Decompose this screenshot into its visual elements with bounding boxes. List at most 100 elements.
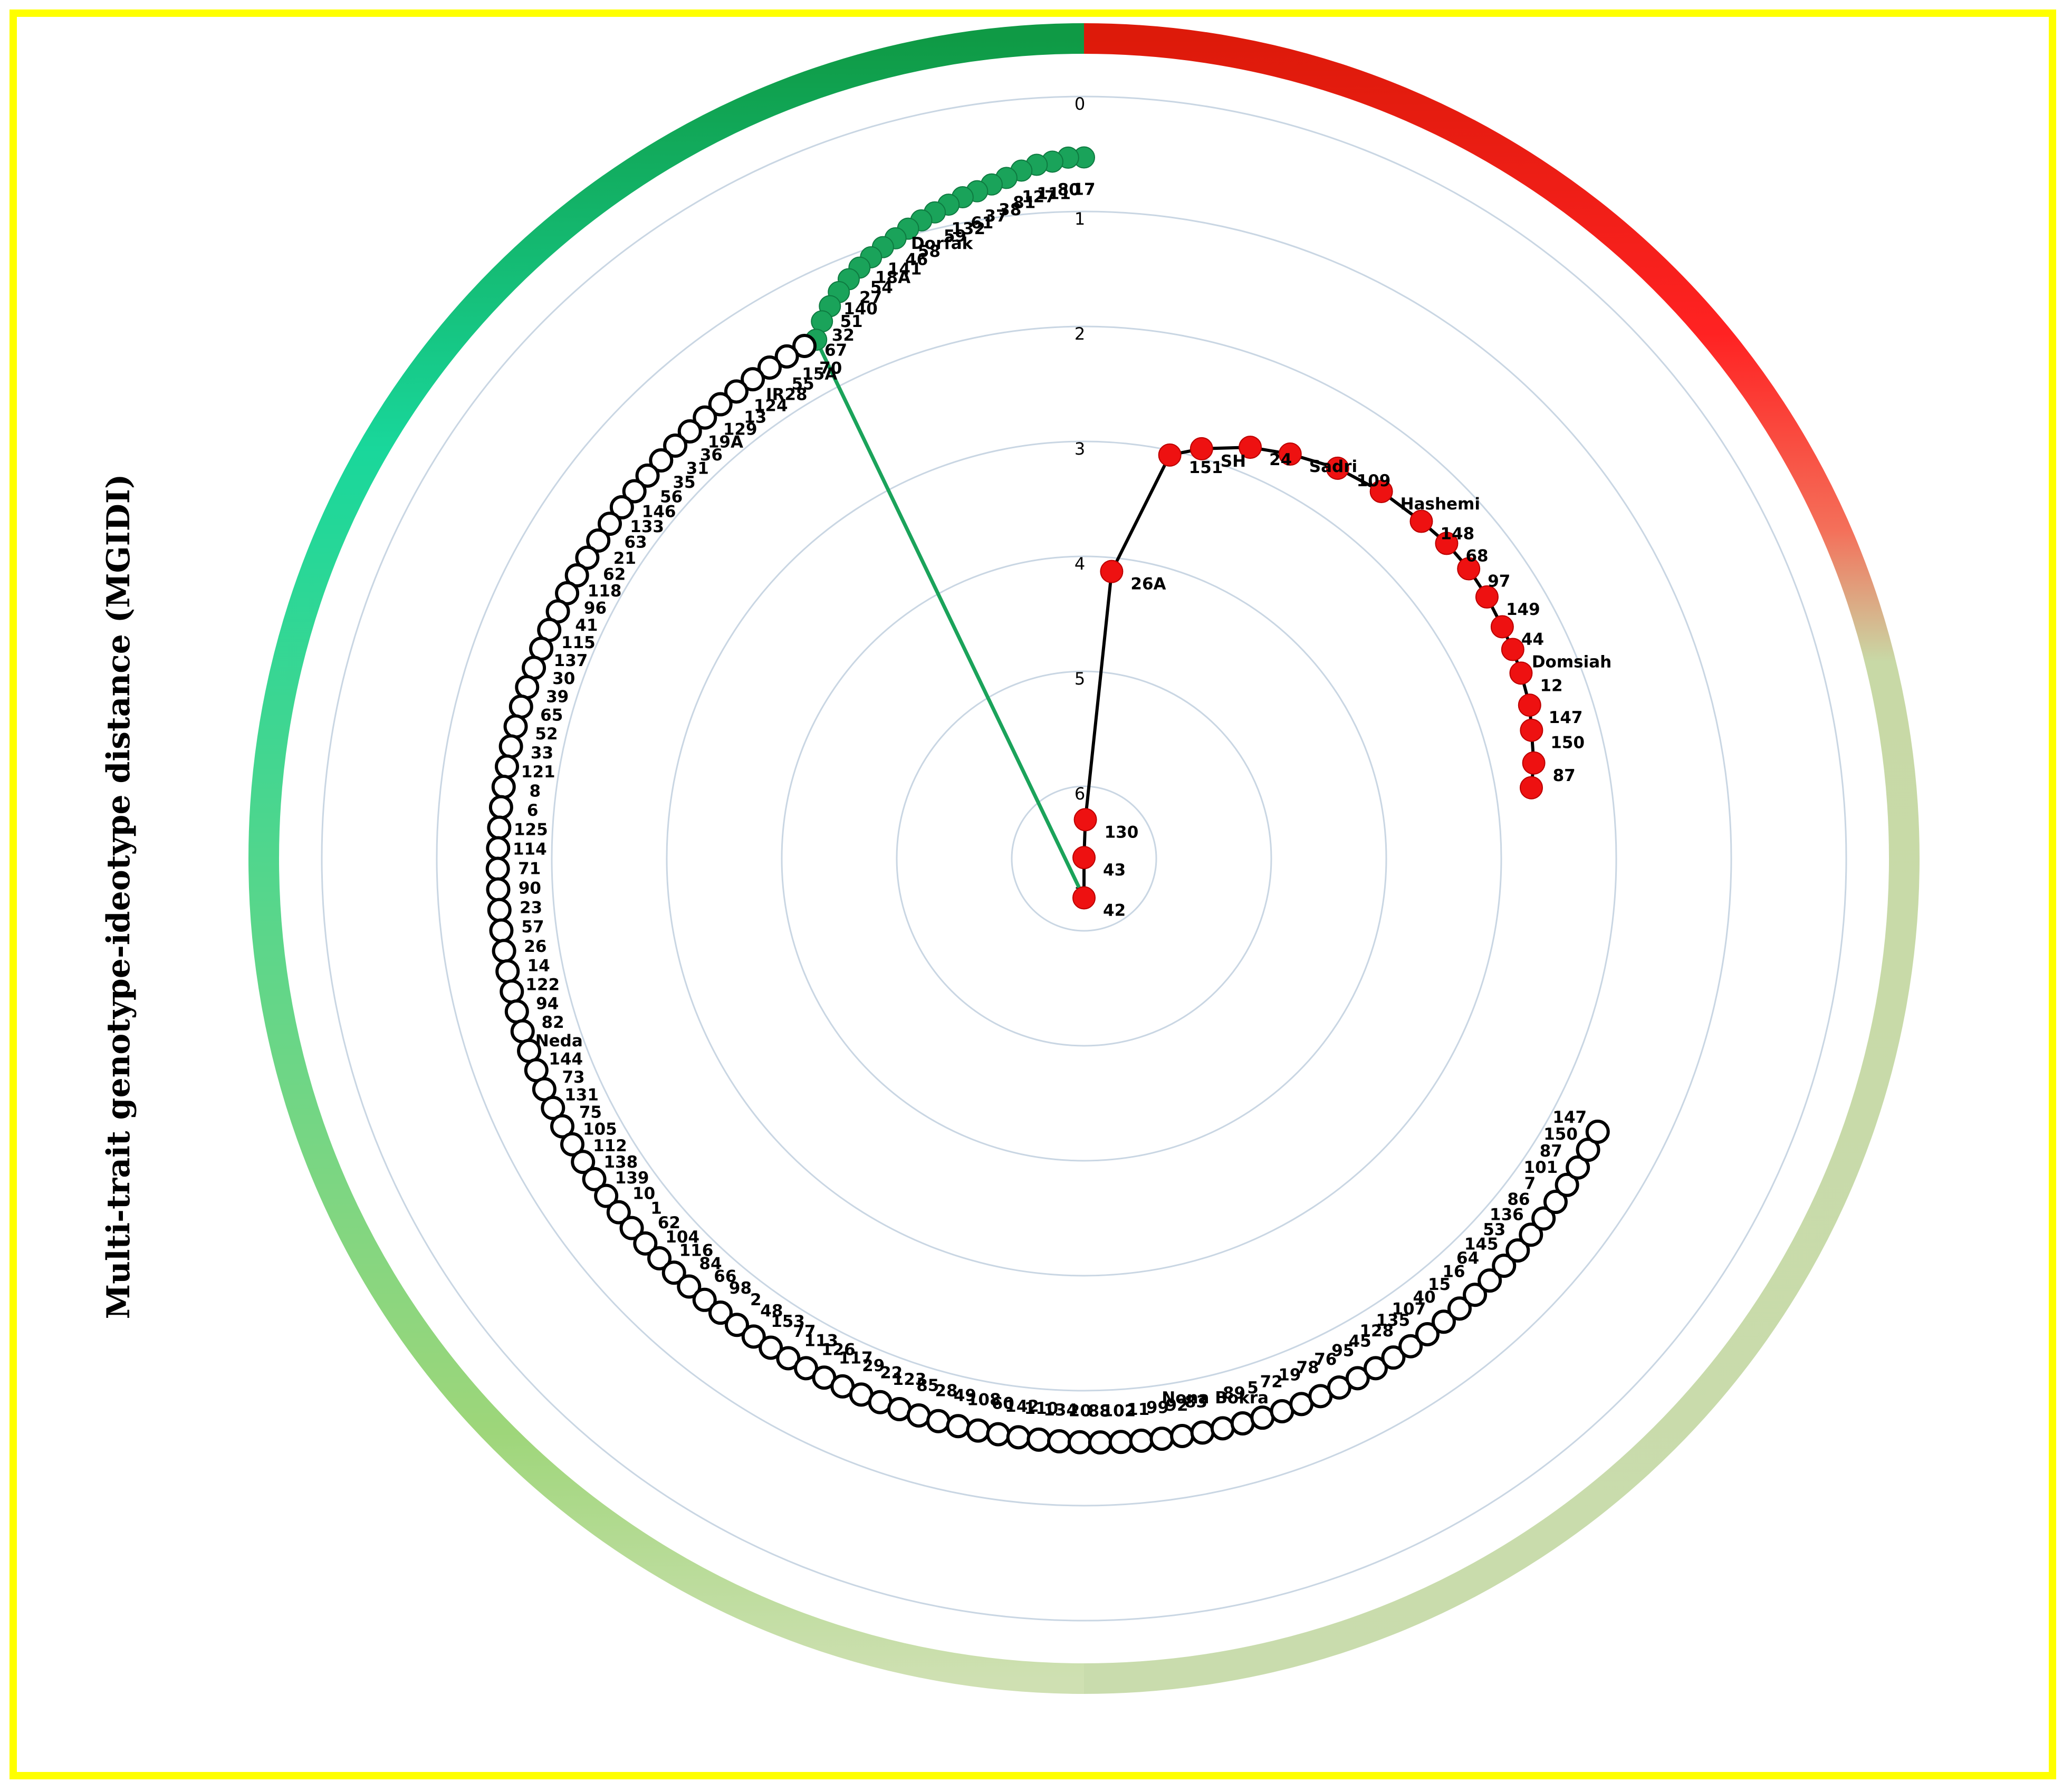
red-point: [1409, 509, 1433, 533]
genotype-label: 142: [1005, 1397, 1039, 1416]
genotype-point: [498, 734, 523, 759]
genotype-label: 101: [1524, 1158, 1558, 1177]
genotype-point: [633, 1231, 658, 1256]
genotype-point: [510, 1019, 535, 1044]
genotype-label: 82: [542, 1013, 564, 1032]
chart-frame: [9, 9, 2056, 1779]
genotype-label: 81: [1013, 193, 1035, 212]
genotype-label: 146: [642, 502, 676, 521]
genotype-point: [708, 1300, 733, 1325]
genotype-point: [1415, 1322, 1440, 1347]
genotype-label: 7: [1524, 1174, 1536, 1193]
genotype-label: 76: [1314, 1350, 1337, 1369]
genotype-label: 95: [1331, 1341, 1354, 1360]
genotype-label: 102: [1102, 1401, 1136, 1420]
genotype-labels: 17801111278138376113259Dorfak584614118A5…: [513, 180, 1611, 1421]
genotype-label: 135: [1376, 1311, 1410, 1330]
genotype-label: 2: [750, 1290, 762, 1309]
genotype-label: 71: [518, 859, 541, 878]
genotype-point: [647, 1246, 672, 1271]
genotype-point: [486, 877, 511, 902]
red-point: [1509, 661, 1533, 685]
genotype-point: [1345, 1366, 1370, 1391]
genotype-label: 134: [1043, 1401, 1078, 1420]
red-genotype-label: 148: [1440, 525, 1474, 544]
red-point: [1278, 442, 1302, 466]
genotype-label: 72: [1260, 1372, 1283, 1391]
genotype-label: 32: [832, 326, 855, 345]
red-genotype-label: Sadri: [1309, 457, 1357, 476]
genotype-point: [1047, 1429, 1072, 1453]
genotype-point: [1381, 1345, 1406, 1370]
cut-point-line: [814, 339, 1086, 899]
genotype-point: [1190, 1420, 1215, 1445]
genotype-point: [776, 1346, 801, 1371]
r-tick-label: 0: [1075, 94, 1085, 114]
genotype-label: 13: [744, 408, 766, 427]
genotype-label: 121: [521, 763, 555, 782]
genotype-point: [509, 695, 533, 719]
genotype-point: [560, 1132, 584, 1157]
genotype-label: Nona Bokra: [1162, 1389, 1269, 1408]
genotype-label: 124: [754, 396, 788, 415]
genotype-label: 23: [520, 898, 542, 917]
genotype-label: 37: [984, 207, 1007, 226]
genotype-label: 59: [944, 227, 966, 246]
genotype-point: [1027, 1427, 1051, 1452]
grid-ring: [1011, 785, 1157, 932]
genotype-point: [1230, 1411, 1255, 1435]
genotype-label: 150: [1543, 1125, 1578, 1144]
genotype-point: [649, 448, 674, 473]
red-genotype-label: 87: [1553, 766, 1576, 785]
red-point: [1435, 532, 1459, 555]
genotype-label: 145: [1464, 1235, 1499, 1254]
genotype-label: 78: [1297, 1358, 1319, 1377]
genotype-label: 28: [935, 1382, 957, 1401]
genotype-point: [606, 1200, 631, 1225]
genotype-point: [1543, 1190, 1568, 1215]
r-tick-label: 3: [1075, 439, 1085, 459]
genotype-label: 98: [729, 1279, 752, 1298]
genotype-point: [492, 939, 516, 964]
genotype-label: 83: [1185, 1393, 1207, 1412]
red-genotype-label: 12: [1540, 676, 1562, 695]
red-genotype-label: 68: [1465, 546, 1488, 565]
genotype-label: 1: [650, 1199, 662, 1218]
genotype-label: Dorfak: [911, 234, 974, 253]
red-point: [1518, 693, 1541, 717]
genotype-point: [1431, 1309, 1456, 1334]
genotype-point: [622, 479, 647, 504]
red-genotype-label: SH: [1221, 452, 1246, 471]
genotype-label: 116: [679, 1241, 714, 1260]
genotype-point: [966, 1418, 991, 1443]
grid-ring: [781, 555, 1387, 1162]
genotype-label: 10: [632, 1184, 655, 1203]
genotype-label: 56: [660, 487, 683, 506]
genotype-point: [495, 754, 520, 779]
red-point: [1190, 437, 1213, 460]
genotype-point: [677, 419, 702, 444]
genotype-point: [1129, 1428, 1154, 1453]
genotype-label: 21: [613, 549, 636, 568]
genotype-point: [1555, 1172, 1579, 1197]
genotype-point: [495, 959, 520, 984]
genotype-label: 107: [1392, 1299, 1426, 1318]
genotype-label: 14: [527, 956, 550, 975]
ring-left-half: [248, 23, 1085, 1694]
genotype-label: 87: [1540, 1142, 1562, 1161]
red-genotype-label: 149: [1506, 600, 1540, 619]
grid-ring: [551, 325, 1617, 1392]
red-point: [1073, 808, 1097, 832]
genotype-point: [663, 433, 688, 458]
genotype-point: [1088, 1430, 1112, 1455]
red-point: [1520, 776, 1543, 799]
grid-ring: [321, 95, 1847, 1622]
genotype-label: 112: [593, 1136, 627, 1155]
genotype-point: [1006, 1425, 1031, 1450]
red-genotype-label: 109: [1357, 471, 1391, 490]
genotype-point: [1067, 1430, 1092, 1454]
genotype-point: [926, 1409, 951, 1433]
genotype-point: [486, 836, 511, 861]
genotype-label: 40: [1413, 1288, 1436, 1307]
